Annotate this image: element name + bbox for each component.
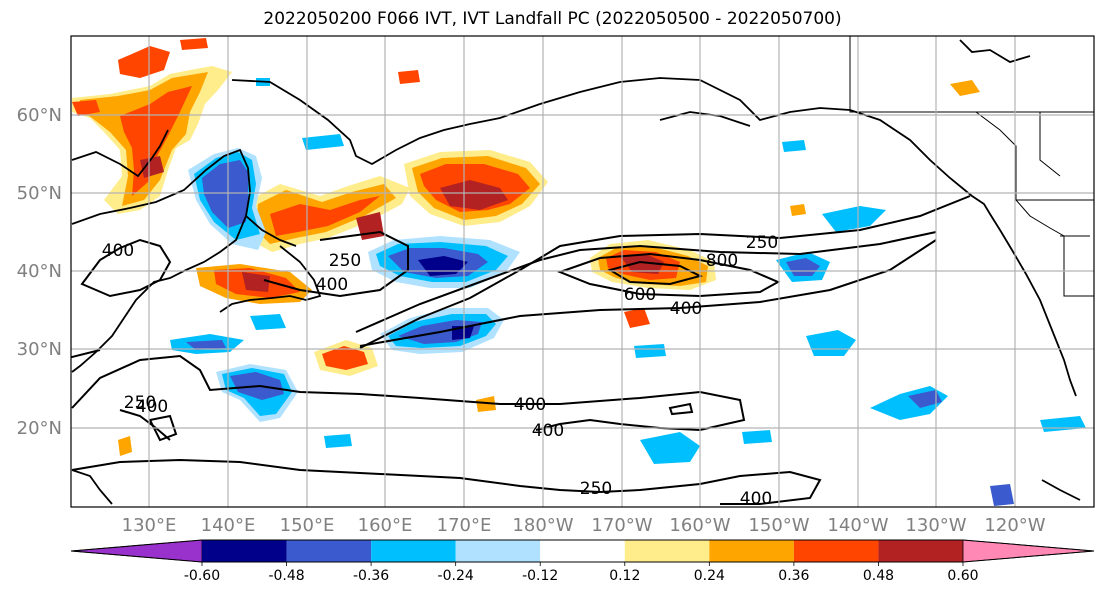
contour-label: 600 <box>624 285 656 305</box>
colorbar-bin <box>878 540 963 562</box>
coastlines <box>71 39 1081 505</box>
longitude-label: 170°E <box>437 515 492 536</box>
colorbar-tick-label: -0.48 <box>268 568 304 584</box>
colorbar-extend-low <box>70 539 203 563</box>
contour-label: 250 <box>124 393 156 413</box>
colorbar-tick-label: 0.48 <box>863 568 894 584</box>
longitude-label: 140°E <box>201 515 256 536</box>
longitude-label: 160°W <box>669 515 730 536</box>
contour-label: 400 <box>532 421 564 441</box>
longitude-labels: 130°E 140°E 150°E 160°E 170°E 180°W 170°W 160°W… <box>122 515 1046 536</box>
latitude-label: 60°N <box>17 105 62 126</box>
longitude-label: 140°W <box>827 515 888 536</box>
contour-label: 400 <box>316 275 348 295</box>
contour-label: 400 <box>514 395 546 415</box>
contour-label: 800 <box>706 251 738 271</box>
latitude-label: 40°N <box>17 261 62 282</box>
map-title: 2022050200 F066 IVT, IVT Landfall PC (20… <box>263 9 842 29</box>
colorbar-bin <box>286 540 372 562</box>
contour-label: 400 <box>102 241 134 261</box>
colorbar <box>70 539 1095 563</box>
colorbar-tick-label: 0.24 <box>694 568 725 584</box>
contour-label: 250 <box>746 233 778 253</box>
colorbar-tick-labels: -0.60 -0.48 -0.36 -0.24 -0.12 0.12 0.24 0.36 0.4… <box>184 562 979 584</box>
colorbar-tick-label: -0.36 <box>353 568 389 584</box>
colorbar-bin <box>455 540 541 562</box>
positive-anomaly-shading <box>72 38 980 456</box>
contour-label: 250 <box>580 479 612 499</box>
colorbar-bin <box>624 540 710 562</box>
colorbar-bin <box>371 540 456 562</box>
colorbar-bin <box>540 540 625 562</box>
ivt-contours <box>71 195 971 505</box>
longitude-label: 150°E <box>280 515 335 536</box>
colorbar-tick-label: -0.24 <box>438 568 474 584</box>
colorbar-tick-label: 0.60 <box>947 568 978 584</box>
map-frame <box>70 35 1095 508</box>
colorbar-tick-label: -0.12 <box>522 568 558 584</box>
contour-label: 250 <box>329 251 361 271</box>
contour-label: 400 <box>670 299 702 319</box>
longitude-label: 130°W <box>905 515 966 536</box>
political-borders <box>849 36 1094 297</box>
colorbar-tick-label: 0.12 <box>609 568 640 584</box>
latitude-label: 50°N <box>17 183 62 204</box>
colorbar-bin <box>202 540 287 562</box>
colorbar-tick-label: -0.60 <box>184 568 220 584</box>
colorbar-extend-high <box>962 539 1095 563</box>
contour-label: 400 <box>136 397 168 417</box>
colorbar-bin <box>793 540 879 562</box>
colorbar-bin <box>709 540 794 562</box>
latitude-label: 30°N <box>17 339 62 360</box>
latitude-labels: 60°N 50°N 40°N 30°N 20°N <box>17 105 62 439</box>
map-layers <box>71 36 1094 507</box>
longitude-label: 180°W <box>512 515 573 536</box>
longitude-label: 130°E <box>122 515 177 536</box>
longitude-label: 160°E <box>358 515 413 536</box>
longitude-label: 170°W <box>591 515 652 536</box>
latitude-label: 20°N <box>17 418 62 439</box>
longitude-label: 120°W <box>984 515 1045 536</box>
contour-label: 400 <box>740 489 772 509</box>
colorbar-tick-label: 0.36 <box>778 568 809 584</box>
grid-lines <box>71 36 1094 507</box>
longitude-label: 150°W <box>748 515 809 536</box>
